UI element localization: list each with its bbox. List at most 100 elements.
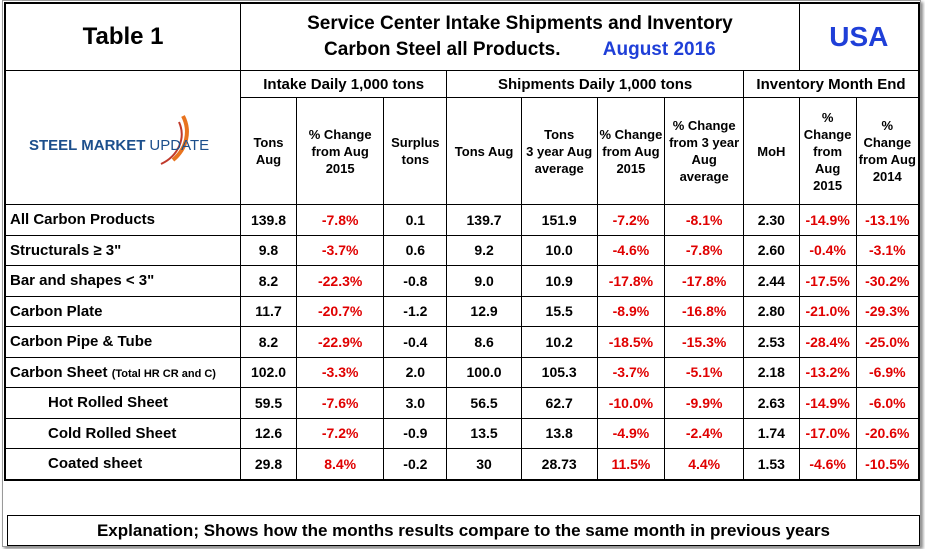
group-header: Inventory Month End	[742, 70, 920, 98]
cell-value: 30	[446, 448, 522, 480]
data-table: Table 1 Service Center Intake Shipments a…	[4, 2, 920, 481]
column-header-line: %	[821, 109, 834, 125]
logo-cell: STEEL MARKET UPDATE	[4, 70, 242, 205]
cell-value: 12.9	[446, 295, 522, 327]
cell-value: -10.0%	[596, 387, 666, 419]
explanation: Explanation; Shows how the months result…	[7, 515, 920, 546]
cell-value: -18.5%	[596, 326, 666, 358]
logo-swoosh: STEEL MARKET UPDATE	[29, 114, 209, 165]
data-row: All Carbon Products 139.8 -7.8% 0.1 139.7 151…	[4, 204, 920, 236]
header-row: Table 1 Service Center Intake Shipments a…	[4, 2, 920, 71]
column-header-line: Change	[863, 135, 912, 150]
row-label-text: Coated sheet	[48, 455, 143, 473]
row-label-text: Carbon Plate	[10, 302, 103, 320]
cell-value: 100.0	[446, 356, 522, 388]
cell-value: -4.9%	[596, 417, 666, 449]
column-header: MoH	[742, 97, 800, 205]
cell-value: 139.7	[446, 204, 522, 236]
cell-value: -0.9	[383, 417, 448, 449]
group-row: STEEL MARKET UPDATE Intake Daily 1,000 ton…	[4, 70, 920, 205]
logo-bold: STEEL MARKET	[29, 137, 145, 154]
logo-light: UPDATE	[149, 137, 209, 154]
column-header: Surplus tons	[383, 97, 448, 205]
cell-value: -3.3%	[295, 356, 385, 388]
cell-value: 151.9	[520, 204, 598, 236]
cell-value: -8.9%	[596, 295, 666, 327]
cell-value: 0.6	[383, 234, 448, 266]
cell-value: 2.60	[742, 234, 800, 266]
column-header: % Change from Aug 2015	[295, 97, 385, 205]
row-label: Carbon Sheet (Total HR CR and C)	[4, 356, 242, 388]
cell-value: 4.4%	[664, 448, 744, 480]
title-line: Carbon Steel all Products. August 2016	[242, 37, 799, 63]
cell-value: -16.8%	[664, 295, 744, 327]
cell-value: 10.2	[520, 326, 598, 358]
cell-value: 1.53	[742, 448, 800, 480]
cell-value: 139.8	[240, 204, 297, 236]
cell-value: -7.8%	[295, 204, 385, 236]
cell-value: -7.2%	[295, 417, 385, 449]
title-date: August 2016	[602, 39, 716, 60]
row-label-text: Cold Rolled Sheet	[48, 424, 177, 442]
cell-value: -1.2	[383, 295, 448, 327]
cell-value: -17.5%	[798, 265, 857, 297]
column-header-line: Surplus	[391, 135, 440, 150]
cell-value: -0.2	[383, 448, 448, 480]
title-cell: Service Center Intake Shipments and Inve…	[240, 2, 800, 71]
cell-value: -22.9%	[295, 326, 385, 358]
column-header-line: % Change	[672, 118, 736, 133]
cell-value: 2.53	[742, 326, 800, 358]
title-text: Carbon Steel all Products.	[324, 39, 561, 60]
row-label: Cold Rolled Sheet	[4, 417, 242, 449]
cell-value: 15.5	[520, 295, 598, 327]
cell-value: -0.4%	[798, 234, 857, 266]
column-header-line: from 3 year	[669, 135, 740, 150]
swoosh	[160, 121, 183, 165]
column-header: Tons 3 year Aug average	[520, 97, 598, 205]
cell-value: 8.4%	[295, 448, 385, 480]
cell-value: 29.8	[240, 448, 297, 480]
column-header-line: average	[679, 169, 729, 184]
cell-value: -20.6%	[855, 417, 920, 449]
cell-value: -2.4%	[664, 417, 744, 449]
column-header-line: MoH	[757, 143, 786, 159]
cell-value: -13.1%	[855, 204, 920, 236]
column-header: % Change from Aug 2015	[596, 97, 666, 205]
cell-value: -17.0%	[798, 417, 857, 449]
column-header-line: %	[881, 118, 894, 133]
column-header-line: 3 year Aug	[526, 143, 593, 159]
column-header-line: 2015	[616, 160, 646, 176]
cell-value: 0.1	[383, 204, 448, 236]
cell-value: 2.63	[742, 387, 800, 419]
table-label: Table 1	[4, 2, 242, 71]
cell-value: 2.80	[742, 295, 800, 327]
cell-value: -28.4%	[798, 326, 857, 358]
column-header-line: from Aug	[858, 152, 916, 167]
column-header: % Change from Aug 2015	[798, 97, 857, 205]
cell-value: -17.8%	[664, 265, 744, 297]
column-header: % Change from 3 year Aug average	[664, 97, 744, 205]
swoosh	[171, 114, 189, 162]
cell-value: -3.1%	[855, 234, 920, 266]
column-header: Tons Aug	[240, 97, 297, 205]
cell-value: -21.0%	[798, 295, 857, 327]
column-header: Tons Aug	[446, 97, 522, 205]
cell-value: 9.2	[446, 234, 522, 266]
row-label-text: Bar and shapes < 3"	[10, 272, 155, 290]
column-header-line: 2014	[872, 169, 902, 184]
title-line: Service Center Intake Shipments and Inve…	[307, 13, 733, 34]
column-header-line: % Change	[308, 126, 372, 142]
cell-value: -4.6%	[596, 234, 666, 266]
cell-value: 59.5	[240, 387, 297, 419]
row-label: Carbon Pipe & Tube	[4, 326, 242, 358]
cell-value: 9.0	[446, 265, 522, 297]
cell-value: 11.5%	[596, 448, 666, 480]
cell-value: 10.9	[520, 265, 598, 297]
column-header-line: % Change	[599, 126, 663, 142]
cell-value: -30.2%	[855, 265, 920, 297]
group-header: Shipments Daily 1,000 tons	[446, 70, 744, 98]
cell-value: 13.5	[446, 417, 522, 449]
cell-value: 2.44	[742, 265, 800, 297]
